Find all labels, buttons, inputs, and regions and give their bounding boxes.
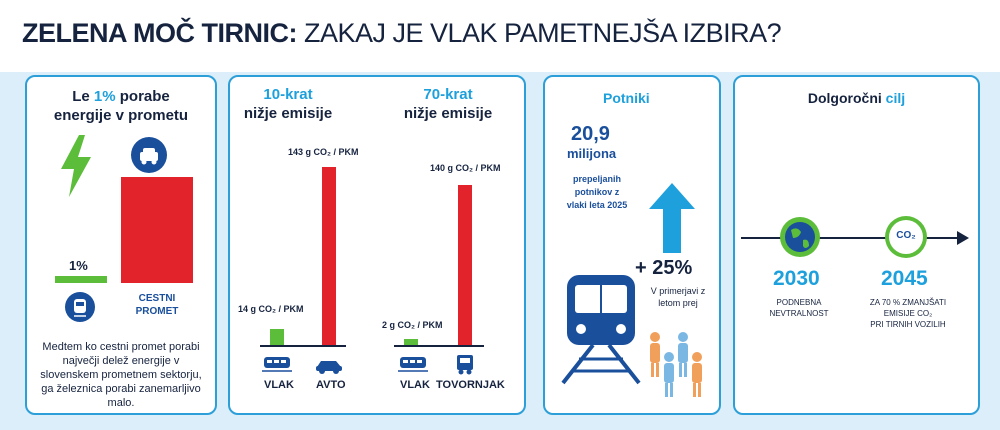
emissions-b-train-label: 2 g CO₂ / PKM (382, 320, 443, 330)
globe-icon (780, 217, 820, 257)
people-icon (650, 332, 702, 397)
arrow-up-icon (649, 183, 695, 253)
emissions-a-car-label: 143 g CO₂ / PKM (288, 147, 359, 157)
emissions-b-truck-label: 140 g CO₂ / PKM (430, 163, 501, 173)
emissions-b-baseline (394, 345, 484, 347)
emissions-a-train-label: 14 g CO₂ / PKM (238, 304, 304, 314)
goal-2030-desc: PODNEBNA NEVTRALNOST (769, 298, 829, 318)
emissions-b-heading: 70-krat nižje emisije (403, 86, 493, 122)
emissions-b-truck-bar (458, 185, 472, 345)
rail-energy-bar (55, 276, 107, 283)
goal-year-2030: 2030 (773, 267, 820, 290)
arrow-right-icon (957, 231, 969, 245)
passengers-desc: prepeljanih potnikov z vlaki leta 2025 (566, 174, 628, 210)
emissions-b-truck-name: TOVORNJAK (436, 379, 505, 391)
passengers-unit: milijona (567, 146, 617, 161)
emissions-a-heading: 10-krat nižje emisije (243, 86, 333, 122)
growth-value: + 25% (635, 257, 693, 279)
emissions-b-train-name: VLAK (400, 379, 430, 391)
car-icon (131, 137, 167, 173)
train-icon (65, 292, 95, 322)
emissions-a-train-name: VLAK (264, 379, 294, 391)
truck-icon (457, 355, 473, 375)
title-bold: ZELENA MOČ TIRNIC: (22, 18, 297, 48)
card1-heading: Le 1% porabe energije v prometu (53, 88, 189, 124)
road-label: CESTNI PROMET (135, 293, 179, 317)
goal-heading: Dolgoročni cilj (807, 90, 906, 106)
timeline-line (741, 237, 963, 239)
road-energy-bar (121, 177, 193, 283)
lightning-icon (61, 135, 91, 197)
train-icon (398, 357, 428, 372)
passengers-heading: Potniki (603, 90, 650, 106)
emissions-b-train-bar (404, 339, 418, 345)
co2-icon: CO₂ (885, 216, 927, 258)
emissions-a-train-bar (270, 329, 284, 345)
train-icon (262, 357, 292, 372)
goal-year-2045: 2045 (881, 267, 928, 290)
card-energy-share: Le 1% porabe energije v prometu 1% CESTN… (25, 75, 217, 415)
passengers-number: 20,9 (571, 123, 610, 145)
card-emissions: 10-krat nižje emisije 143 g CO₂ / PKM 14 … (228, 75, 526, 415)
card1-body: Medtem ko cestni promet porabi največji … (40, 341, 202, 409)
growth-desc: V primerjavi z letom prej (650, 286, 706, 308)
co2-label: CO₂ (896, 230, 916, 241)
page-title: ZELENA MOČ TIRNIC: ZAKAJ JE VLAK PAMETNE… (22, 18, 782, 49)
car-icon (316, 361, 342, 374)
emissions-a-baseline (260, 345, 346, 347)
card-long-term-goal: Dolgoročni cilj CO₂ 2030 2045 PODNEBNA NE… (733, 75, 980, 415)
title-light: ZAKAJ JE VLAK PAMETNEJŠA IZBIRA? (296, 18, 782, 48)
rail-energy-value: 1% (69, 258, 88, 273)
goal-2045-desc: ZA 70 % ZMANJŠATI EMISIJE CO₂ PRI TIRNIH V… (869, 298, 947, 329)
card-passengers: Potniki 20,9 milijona prepeljanih potniko… (543, 75, 721, 415)
emissions-a-car-name: AVTO (316, 379, 346, 391)
train-front-icon (561, 275, 641, 385)
emissions-a-car-bar (322, 167, 336, 345)
